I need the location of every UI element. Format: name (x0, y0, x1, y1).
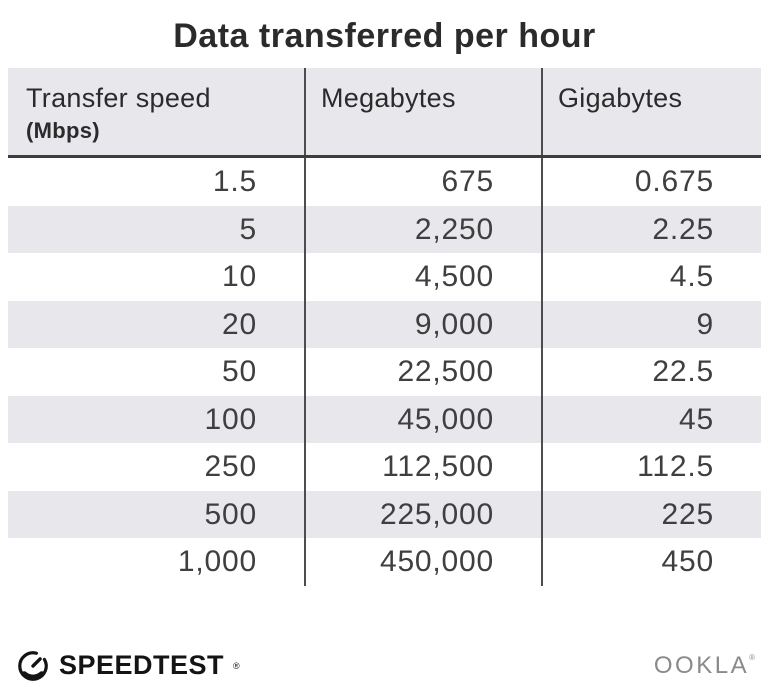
speedtest-logo: SPEEDTEST ® (16, 649, 240, 683)
table-cell: 2,250 (304, 205, 541, 253)
ookla-logo: OOKLA ® (653, 651, 755, 679)
table-cell: 22,500 (304, 348, 541, 396)
ookla-trademark: ® (749, 652, 755, 662)
table-row: 10 4,500 4.5 (8, 253, 761, 301)
column-header-label: Gigabytes (558, 83, 683, 113)
table-row: 250 112,500 112.5 (8, 443, 761, 491)
column-header-megabytes: Megabytes (304, 68, 541, 155)
table-header-row: Transfer speed (Mbps) Megabytes Gigabyte… (8, 68, 761, 158)
data-table: Transfer speed (Mbps) Megabytes Gigabyte… (8, 68, 761, 586)
table-cell: 0.675 (541, 158, 761, 206)
page-title: Data transferred per hour (173, 17, 596, 55)
speedtest-wordmark: SPEEDTEST (59, 650, 225, 680)
column-header-label: Transfer speed (26, 83, 211, 113)
table-cell: 225,000 (304, 490, 541, 538)
table-cell: 450,000 (304, 538, 541, 586)
table-row: 1,000 450,000 450 (8, 538, 761, 586)
infographic: Data transferred per hour Transfer speed… (0, 16, 769, 686)
speedtest-gauge-icon (18, 650, 48, 681)
table-cell: 100 (204, 402, 257, 436)
table-cell: 2.25 (541, 205, 761, 253)
table-cell: 250 (204, 450, 257, 483)
table-cell: 112,500 (304, 443, 541, 491)
table-cell: 1.5 (212, 165, 257, 198)
table-cell: 45,000 (304, 395, 541, 443)
table-row: 100 45,000 45 (8, 395, 761, 443)
table-cell: 4.5 (541, 253, 761, 301)
table-cell: 4,500 (304, 253, 541, 301)
table-cell: 1,000 (177, 545, 257, 578)
table-row: 1.5 675 0.675 (8, 158, 761, 206)
column-header-sublabel: (Mbps) (26, 118, 100, 143)
table-cell: 112.5 (541, 443, 761, 491)
table-cell: 225 (541, 490, 761, 538)
table-cell: 9 (541, 300, 761, 348)
table-cell: 500 (204, 497, 257, 531)
table-row: 50 22,500 22.5 (8, 348, 761, 396)
table-cell: 45 (541, 395, 761, 443)
column-header-label: Megabytes (321, 83, 456, 113)
table-cell: 10 (222, 260, 257, 293)
column-header-gigabytes: Gigabytes (541, 68, 761, 155)
footer: SPEEDTEST ® OOKLA ® (16, 646, 755, 686)
table-row: 500 225,000 225 (8, 490, 761, 538)
table-cell: 450 (541, 538, 761, 586)
table-row: 5 2,250 2.25 (8, 205, 761, 253)
table-row: 20 9,000 9 (8, 300, 761, 348)
column-header-transfer-speed: Transfer speed (Mbps) (8, 68, 304, 155)
table-cell: 5 (239, 212, 257, 246)
ookla-wordmark: OOKLA (653, 651, 750, 679)
table-cell: 9,000 (304, 300, 541, 348)
table-cell: 50 (222, 355, 257, 388)
table-cell: 675 (304, 158, 541, 206)
table-body: 1.5 675 0.675 5 2,250 2.25 10 4,500 4.5 20 9,000 9 5… (8, 158, 761, 586)
table-cell: 22.5 (541, 348, 761, 396)
speedtest-trademark: ® (233, 660, 240, 671)
table-cell: 20 (222, 307, 257, 341)
